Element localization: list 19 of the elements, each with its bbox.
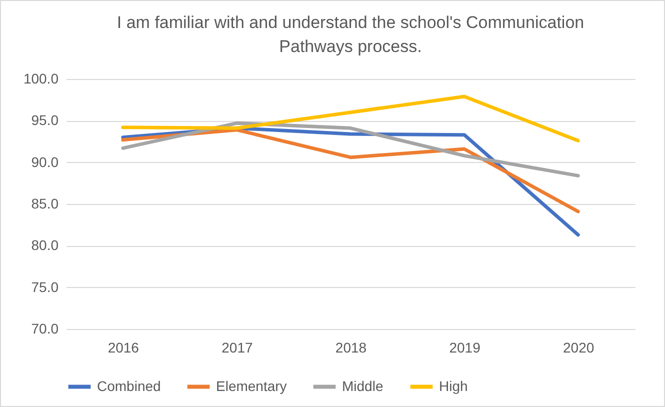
line-series [121,94,580,142]
chart-title: I am familiar with and understand the school's Communication Pathways process. [116,13,584,56]
legend-label: High [439,378,468,394]
x-tick-label: 2020 [563,340,594,356]
y-tick-label: 95.0 [31,112,59,128]
x-tick-label: 2016 [108,340,140,356]
y-tick-label: 90.0 [31,154,59,170]
legend-label: Elementary [216,378,287,394]
y-tick-label: 75.0 [31,278,59,295]
line-series [121,121,580,178]
y-tick-label: 100.0 [23,70,59,86]
y-tick-label: 70.0 [31,320,59,336]
legend-label: Combined [97,378,161,394]
y-tick-label: 85.0 [31,196,59,212]
legend-label: Middle [342,378,384,394]
x-tick-label: 2018 [335,340,367,356]
x-tick-label: 2019 [449,340,481,356]
x-tick-label: 2017 [222,340,253,356]
y-tick-label: 80.0 [31,237,59,254]
